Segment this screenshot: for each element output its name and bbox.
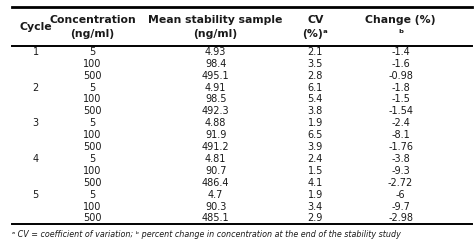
Text: 491.2: 491.2 (202, 142, 229, 152)
Text: 100: 100 (83, 202, 101, 212)
Text: 500: 500 (83, 178, 102, 188)
Text: 495.1: 495.1 (202, 71, 229, 81)
Text: -1.6: -1.6 (391, 59, 410, 69)
Text: 4.93: 4.93 (205, 47, 227, 57)
Text: -1.8: -1.8 (391, 83, 410, 93)
Text: -1.5: -1.5 (391, 94, 410, 104)
Text: -3.8: -3.8 (391, 154, 410, 164)
Text: (ng/ml): (ng/ml) (193, 29, 238, 39)
Text: 4.81: 4.81 (205, 154, 227, 164)
Text: 3.9: 3.9 (308, 142, 323, 152)
Text: -2.72: -2.72 (388, 178, 413, 188)
Text: Cycle: Cycle (19, 22, 52, 32)
Text: 3.5: 3.5 (308, 59, 323, 69)
Text: 492.3: 492.3 (202, 106, 229, 116)
Text: 2.1: 2.1 (308, 47, 323, 57)
Text: 90.3: 90.3 (205, 202, 227, 212)
Text: 5.4: 5.4 (308, 94, 323, 104)
Text: 5: 5 (89, 190, 96, 200)
Text: 4.7: 4.7 (208, 190, 223, 200)
Text: 6.5: 6.5 (308, 130, 323, 140)
Text: 500: 500 (83, 106, 102, 116)
Text: -9.3: -9.3 (391, 166, 410, 176)
Text: 5: 5 (89, 154, 96, 164)
Text: -2.98: -2.98 (388, 214, 413, 223)
Text: 500: 500 (83, 71, 102, 81)
Text: 6.1: 6.1 (308, 83, 323, 93)
Text: 4.88: 4.88 (205, 118, 227, 128)
Text: (%)ᵃ: (%)ᵃ (302, 29, 328, 39)
Text: 100: 100 (83, 59, 101, 69)
Text: 500: 500 (83, 214, 102, 223)
Text: 100: 100 (83, 94, 101, 104)
Text: ᵇ: ᵇ (398, 29, 403, 39)
Text: 4.1: 4.1 (308, 178, 323, 188)
Text: CV: CV (307, 15, 323, 25)
Text: 500: 500 (83, 142, 102, 152)
Text: 486.4: 486.4 (202, 178, 229, 188)
Text: 2.4: 2.4 (308, 154, 323, 164)
Text: -2.4: -2.4 (391, 118, 410, 128)
Text: -0.98: -0.98 (388, 71, 413, 81)
Text: 100: 100 (83, 130, 101, 140)
Text: -8.1: -8.1 (391, 130, 410, 140)
Text: 1: 1 (33, 47, 38, 57)
Text: 485.1: 485.1 (202, 214, 229, 223)
Text: 2.9: 2.9 (308, 214, 323, 223)
Text: 100: 100 (83, 166, 101, 176)
Text: -1.76: -1.76 (388, 142, 413, 152)
Text: 91.9: 91.9 (205, 130, 227, 140)
Text: 2: 2 (32, 83, 39, 93)
Text: 5: 5 (89, 83, 96, 93)
Text: Mean stability sample: Mean stability sample (148, 15, 283, 25)
Text: -6: -6 (396, 190, 405, 200)
Text: 1.9: 1.9 (308, 118, 323, 128)
Text: -1.54: -1.54 (388, 106, 413, 116)
Text: 2.8: 2.8 (308, 71, 323, 81)
Text: 90.7: 90.7 (205, 166, 227, 176)
Text: Concentration: Concentration (49, 15, 136, 25)
Text: 3.4: 3.4 (308, 202, 323, 212)
Text: 1.9: 1.9 (308, 190, 323, 200)
Text: 4: 4 (33, 154, 38, 164)
Text: 3.8: 3.8 (308, 106, 323, 116)
Text: 5: 5 (89, 118, 96, 128)
Text: -1.4: -1.4 (391, 47, 410, 57)
Text: 4.91: 4.91 (205, 83, 227, 93)
Text: -9.7: -9.7 (391, 202, 410, 212)
Text: 5: 5 (32, 190, 39, 200)
Text: 3: 3 (33, 118, 38, 128)
Text: 98.5: 98.5 (205, 94, 227, 104)
Text: ᵃ CV = coefficient of variation; ᵇ percent change in concentration at the end of: ᵃ CV = coefficient of variation; ᵇ perce… (12, 230, 401, 239)
Text: 98.4: 98.4 (205, 59, 227, 69)
Text: 1.5: 1.5 (308, 166, 323, 176)
Text: (ng/ml): (ng/ml) (70, 29, 115, 39)
Text: 5: 5 (89, 47, 96, 57)
Text: Change (%): Change (%) (365, 15, 436, 25)
